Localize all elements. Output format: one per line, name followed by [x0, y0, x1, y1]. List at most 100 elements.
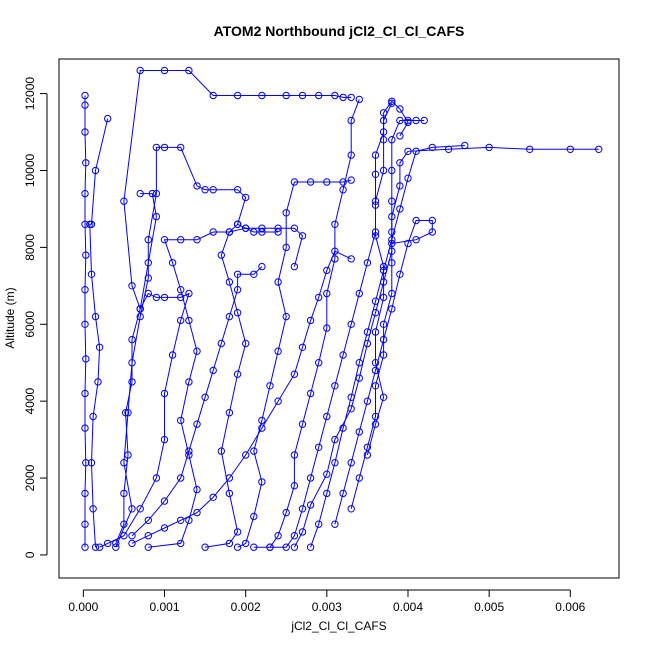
series-line: [310, 145, 465, 548]
series-line: [350, 120, 425, 509]
series-line: [237, 179, 352, 548]
x-axis-label: jCl2_Cl_Cl_CAFS: [290, 619, 386, 633]
data-point: [347, 505, 355, 513]
data-point: [177, 416, 185, 425]
data-point: [371, 359, 380, 367]
data-point: [290, 543, 299, 551]
data-point: [168, 259, 177, 267]
series-line: [253, 99, 360, 548]
data-point: [298, 505, 307, 513]
data-point: [136, 312, 144, 321]
data-point: [363, 451, 372, 459]
data-point: [371, 382, 380, 390]
data-point: [160, 389, 169, 398]
data-point: [388, 99, 396, 107]
data-point: [258, 424, 266, 432]
data-point: [225, 474, 234, 482]
x-tick-label: 0.004: [393, 600, 423, 614]
data-point: [242, 339, 250, 348]
data-point: [379, 320, 388, 328]
data-point: [233, 528, 242, 536]
data-point: [371, 366, 380, 375]
data-point: [209, 493, 217, 501]
data-point: [209, 186, 217, 194]
data-point: [160, 524, 169, 532]
series-line: [89, 118, 109, 548]
data-point: [363, 259, 372, 267]
data-point: [347, 393, 355, 401]
series-3: [112, 189, 161, 548]
data-point: [347, 320, 355, 328]
data-point: [371, 420, 380, 428]
data-point: [233, 286, 242, 294]
data-point: [242, 193, 250, 202]
data-point: [136, 189, 144, 198]
data-point: [89, 412, 97, 421]
x-axis: 0.000 0.001 0.002 0.003 0.004 0.005 0.006: [68, 589, 586, 614]
data-point: [274, 228, 282, 236]
data-point: [339, 489, 347, 498]
data-point: [388, 97, 396, 106]
data-point: [225, 409, 234, 417]
y-tick-label: 6000: [23, 311, 37, 338]
data-point: [177, 143, 185, 152]
data-point: [177, 516, 185, 524]
x-tick-label: 0.001: [149, 600, 179, 614]
data-point: [81, 389, 89, 398]
data-point: [331, 247, 339, 255]
data-point: [91, 312, 100, 321]
data-point: [347, 93, 355, 102]
data-point: [89, 505, 97, 513]
data-point: [128, 539, 136, 548]
data-point: [282, 508, 290, 517]
data-point: [94, 378, 102, 386]
data-point: [412, 147, 420, 156]
data-point: [379, 166, 388, 175]
data-point: [347, 255, 355, 263]
data-point: [81, 128, 89, 136]
data-point: [347, 176, 355, 184]
data-point: [371, 151, 380, 159]
data-point: [193, 182, 201, 190]
data-point: [209, 366, 217, 375]
data-point: [160, 293, 169, 302]
data-point: [233, 309, 242, 317]
data-point: [233, 91, 242, 100]
data-point: [250, 228, 258, 236]
data-point: [233, 370, 242, 378]
data-point: [331, 91, 339, 100]
data-point: [242, 224, 250, 232]
data-point: [185, 289, 193, 298]
y-tick-label: 10000: [23, 153, 37, 187]
data-point: [315, 359, 323, 367]
data-point: [177, 293, 185, 302]
data-point: [371, 297, 380, 305]
data-point: [104, 539, 112, 548]
data-point: [339, 186, 347, 194]
x-tick-label: 0.000: [68, 600, 98, 614]
data-point: [566, 145, 574, 154]
data-point: [177, 474, 185, 482]
data-point: [81, 101, 89, 109]
data-point: [355, 474, 363, 482]
data-point: [428, 216, 436, 225]
data-point: [152, 293, 161, 302]
data-point: [87, 270, 96, 278]
data-point: [201, 186, 209, 194]
data-point: [193, 485, 201, 494]
x-tick-label: 0.005: [474, 600, 504, 614]
data-point: [217, 447, 226, 455]
data-point: [193, 347, 201, 355]
data-point: [404, 147, 412, 156]
data-point: [144, 516, 153, 524]
data-point: [250, 447, 258, 455]
data-point: [144, 532, 153, 540]
data-point: [379, 128, 388, 136]
data-point: [185, 316, 193, 325]
data-point: [193, 420, 201, 428]
data-point: [347, 116, 355, 125]
data-point: [201, 393, 209, 401]
series-line: [84, 95, 87, 548]
series-line: [366, 100, 409, 456]
